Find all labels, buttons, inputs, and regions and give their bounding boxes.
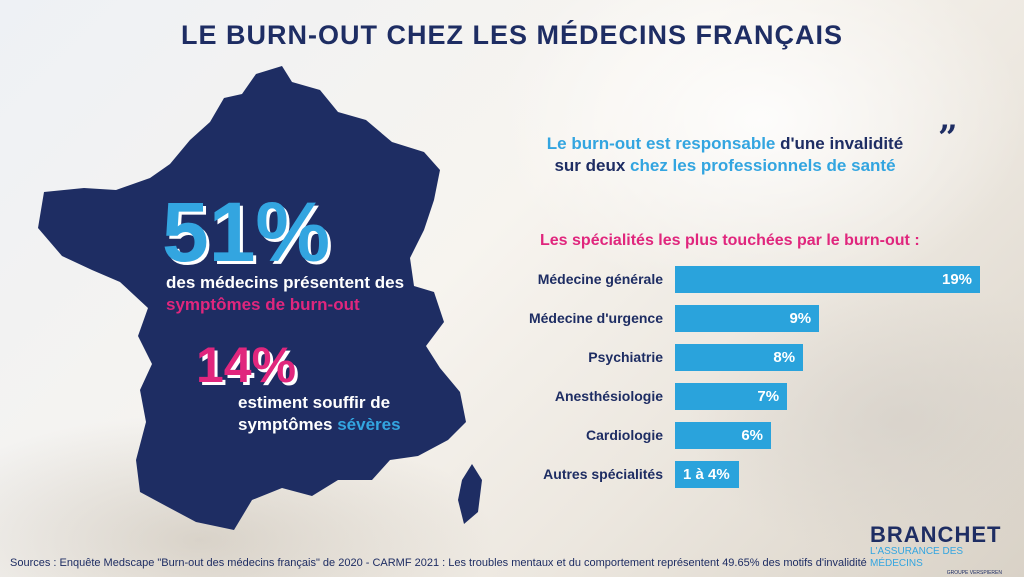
quote-part2: d'une invalidité [775, 134, 904, 153]
stat-51-line2: symptômes de burn-out [166, 295, 360, 314]
bar-value-label: 19% [942, 271, 973, 288]
bar-category-label: Médecine générale [537, 271, 663, 287]
quote-mark-icon: ” [938, 118, 958, 158]
bar [675, 344, 804, 371]
branchet-logo: BRANCHET L'ASSURANCE DES MÉDECINS GROUPE… [870, 524, 1010, 577]
bar-value-label: 7% [757, 388, 780, 405]
bar [675, 461, 740, 488]
stat-51-text: des médecins présentent des symptômes de… [166, 272, 404, 316]
stat-14-line1: estiment souffir de [238, 393, 391, 412]
stat-14-line2-b: sévères [337, 415, 401, 434]
bar-category-label: Médecine d'urgence [528, 310, 663, 326]
page-title: LE BURN-OUT CHEZ LES MÉDECINS FRANÇAIS [180, 20, 843, 50]
logo-sub2: GROUPE VERSPIEREN [946, 570, 1002, 576]
bar [675, 266, 980, 293]
stat-51-value: 51% [162, 185, 331, 279]
bar-value-label: 8% [773, 349, 796, 366]
stat-14-text: estiment souffir de symptômes sévères [238, 392, 401, 436]
logo-main: BRANCHET [870, 522, 1002, 547]
france-map-shape [38, 66, 466, 530]
corsica-shape [458, 464, 482, 524]
quote-part4: chez les professionnels de santé [625, 156, 896, 175]
quote-part1: Le burn-out est responsable [546, 134, 776, 153]
france-map [38, 66, 482, 530]
quote: Le burn-out est responsable d'une invali… [515, 133, 935, 177]
bar-value-label: 6% [741, 427, 763, 444]
logo-sub: L'ASSURANCE DES MÉDECINS [870, 546, 964, 569]
bar-category-label: Psychiatrie [588, 349, 663, 365]
sources-text: Sources : Enquête Medscape "Burn-out des… [10, 557, 867, 569]
stat-14-line2-a: symptômes [238, 415, 338, 434]
chart-title: Les spécialités les plus touchées par le… [540, 232, 920, 249]
bar-value-label: 1 à 4% [683, 466, 730, 483]
bar [675, 422, 772, 449]
bar-category-label: Anesthésiologie [554, 388, 663, 404]
stat-14-line2: symptômes sévères [238, 414, 401, 436]
stat-14-value: 14% [196, 337, 297, 393]
quote-part3: sur deux [554, 156, 626, 175]
bar [675, 305, 820, 332]
bar-value-label: 9% [789, 310, 812, 327]
stat-51-line1: des médecins présentent des [166, 273, 405, 292]
bar-category-label: Autres spécialités [543, 466, 663, 482]
bar-category-label: Cardiologie [585, 427, 663, 443]
bar [675, 383, 788, 410]
